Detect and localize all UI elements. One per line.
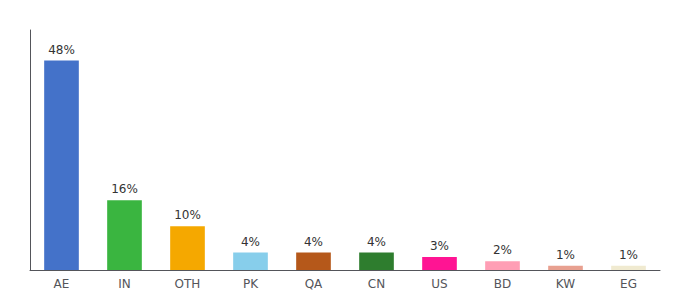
svg-text:OTH: OTH [175, 277, 201, 291]
svg-text:2%: 2% [493, 243, 512, 257]
svg-text:QA: QA [305, 277, 323, 291]
svg-text:PK: PK [243, 277, 259, 291]
svg-text:BD: BD [494, 277, 511, 291]
svg-text:1%: 1% [556, 248, 575, 262]
svg-text:4%: 4% [304, 235, 323, 249]
svg-text:CN: CN [368, 277, 385, 291]
svg-text:4%: 4% [241, 235, 260, 249]
svg-text:AE: AE [54, 277, 70, 291]
svg-text:4%: 4% [367, 235, 386, 249]
svg-text:1%: 1% [619, 248, 638, 262]
svg-text:16%: 16% [111, 182, 138, 196]
svg-text:EG: EG [620, 277, 637, 291]
svg-text:US: US [431, 277, 447, 291]
svg-text:KW: KW [556, 277, 575, 291]
svg-text:3%: 3% [430, 239, 449, 253]
svg-text:IN: IN [118, 277, 131, 291]
svg-text:10%: 10% [174, 208, 201, 222]
svg-text:48%: 48% [48, 43, 75, 57]
